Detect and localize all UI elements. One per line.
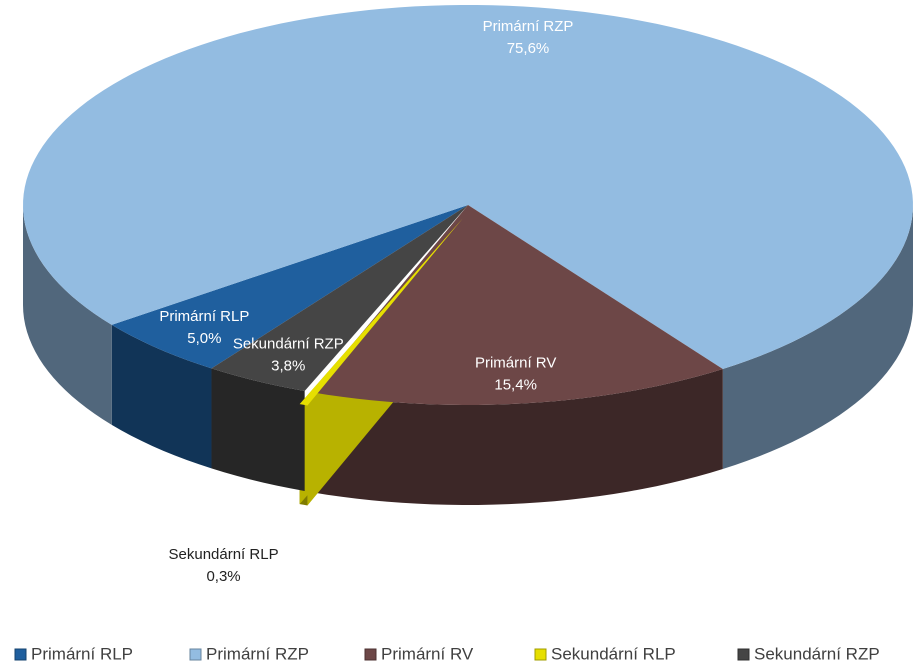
- legend-label: Sekundární RZP: [754, 644, 880, 663]
- slice: [299, 218, 463, 406]
- data-label: 3,8%: [271, 358, 305, 375]
- data-label-name: Primární RV: [475, 355, 556, 372]
- legend-label: Primární RZP: [206, 644, 309, 663]
- slice: [312, 205, 723, 405]
- slice: [211, 205, 469, 392]
- slice-side: [211, 368, 305, 492]
- data-label: 15,4%: [494, 377, 537, 394]
- legend-swatch: [737, 648, 750, 661]
- data-label: 0,3%: [206, 568, 240, 585]
- legend-swatch: [364, 648, 377, 661]
- slice-side: [312, 368, 723, 505]
- data-label-name: Primární RZP: [483, 18, 574, 35]
- slice-side: [722, 205, 913, 469]
- slice-side: [111, 324, 212, 469]
- data-label-name: Sekundární RLP: [169, 546, 279, 563]
- legend-swatch: [14, 648, 27, 661]
- data-label: 75,6%: [507, 40, 550, 57]
- legend-label: Primární RV: [381, 644, 474, 663]
- slice: [111, 205, 469, 369]
- legend-swatch: [189, 648, 202, 661]
- slice: [23, 5, 913, 369]
- legend-label: Primární RLP: [31, 644, 133, 663]
- slice-side: [23, 205, 112, 425]
- legend-swatch: [534, 648, 547, 661]
- data-label: 5,0%: [187, 330, 221, 347]
- legend-label: Sekundární RLP: [551, 644, 676, 663]
- data-label-name: Primární RLP: [159, 308, 249, 325]
- data-label-name: Sekundární RZP: [233, 336, 344, 353]
